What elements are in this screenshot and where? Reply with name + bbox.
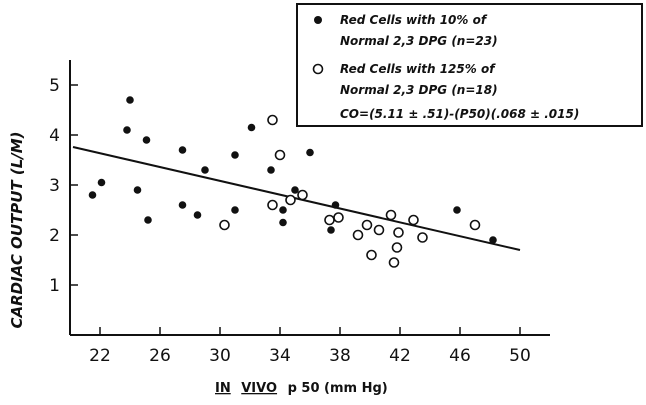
point-low-dpg	[178, 201, 187, 209]
legend-label-series2-line2: Normal 2,3 DPG (n=18)	[340, 83, 498, 97]
point-low-dpg	[231, 206, 239, 214]
legend-label-series1-line2: Normal 2,3 DPG (n=23)	[340, 34, 498, 48]
point-high-dpg	[393, 227, 404, 238]
point-high-dpg	[274, 149, 286, 161]
point-high-dpg	[267, 114, 278, 126]
legend: Red Cells with 10% of Normal 2,3 DPG (n=…	[296, 3, 643, 127]
x-tick-label: 34	[269, 346, 291, 366]
legend-marker-open	[312, 63, 324, 75]
point-high-dpg	[324, 214, 335, 226]
point-low-dpg	[279, 218, 287, 227]
regression-line	[72, 146, 521, 251]
x-ticks: 22 26 30 34 38 42 46 50	[89, 327, 531, 366]
point-low-dpg	[247, 123, 256, 132]
point-high-dpg	[408, 214, 419, 226]
point-high-dpg	[417, 232, 428, 243]
x-axis-label: IN VIVO p 50 (mm Hg)	[215, 381, 388, 396]
y-tick-label: 2	[49, 226, 60, 246]
point-high-dpg	[285, 194, 296, 206]
point-low-dpg	[306, 148, 314, 157]
point-high-dpg	[267, 199, 278, 211]
y-axis-label: CARDIAC OUTPUT (L/M)	[8, 131, 26, 328]
x-tick-label: 30	[209, 346, 231, 366]
y-tick-label: 5	[49, 76, 60, 96]
point-low-dpg	[267, 166, 275, 174]
point-high-dpg	[219, 219, 230, 231]
point-high-dpg	[388, 257, 400, 268]
legend-label-series2-line1: Red Cells with 125% of	[340, 62, 496, 76]
point-low-dpg	[133, 186, 142, 194]
y-ticks: 1 2 3 4 5	[49, 76, 78, 296]
point-high-dpg	[366, 249, 377, 261]
point-high-dpg	[373, 224, 385, 236]
point-low-dpg	[231, 151, 239, 159]
point-low-dpg	[453, 206, 461, 214]
x-tick-label: 22	[89, 346, 111, 366]
point-high-dpg	[333, 212, 344, 223]
point-low-dpg	[291, 186, 299, 194]
point-high-dpg	[391, 242, 403, 253]
point-low-dpg	[331, 201, 340, 209]
y-tick-label: 3	[49, 176, 60, 196]
point-low-dpg	[123, 126, 131, 134]
point-low-dpg	[327, 226, 335, 234]
regression-line-group	[72, 146, 521, 251]
point-low-dpg	[201, 166, 209, 174]
point-high-dpg	[352, 229, 364, 241]
x-label-part-in: IN	[215, 381, 231, 396]
point-low-dpg	[193, 211, 202, 219]
point-high-dpg	[469, 219, 481, 231]
data-points	[88, 96, 497, 268]
point-low-dpg	[142, 136, 151, 144]
legend-label-series1-line1: Red Cells with 10% of	[340, 13, 488, 27]
x-tick-label: 38	[329, 346, 351, 366]
x-tick-label: 42	[389, 346, 411, 366]
y-tick-label: 1	[49, 276, 60, 296]
x-label-part-p50: p 50 (mm Hg)	[288, 381, 388, 396]
point-low-dpg	[144, 216, 152, 224]
x-tick-label: 50	[509, 346, 531, 366]
x-label-part-vivo: VIVO	[241, 381, 277, 396]
point-low-dpg	[88, 191, 97, 199]
legend-box	[296, 3, 643, 127]
legend-marker-filled	[314, 16, 322, 24]
point-low-dpg	[279, 206, 287, 214]
y-tick-label: 4	[49, 126, 60, 146]
point-low-dpg	[489, 236, 497, 244]
legend-equation: CO=(5.11 ± .51)-(P50)(.068 ± .015)	[340, 107, 579, 121]
point-low-dpg	[126, 96, 134, 104]
point-high-dpg	[361, 219, 373, 231]
x-tick-label: 26	[149, 346, 171, 366]
point-low-dpg	[97, 178, 106, 187]
point-low-dpg	[178, 146, 187, 154]
x-tick-label: 46	[449, 346, 471, 366]
point-high-dpg	[297, 189, 308, 201]
point-high-dpg	[385, 209, 397, 221]
